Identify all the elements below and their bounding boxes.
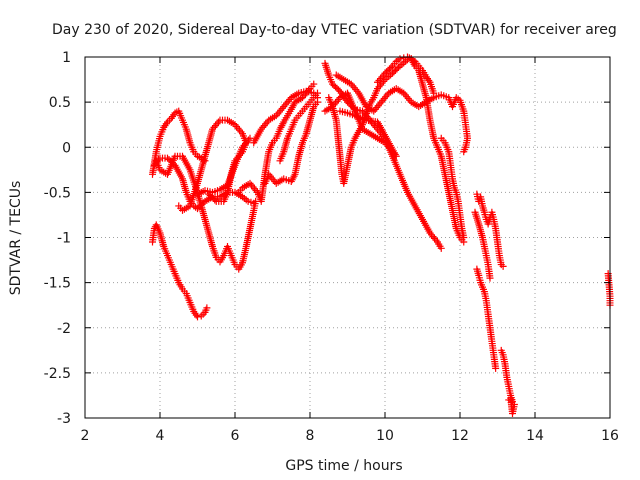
y-tick-label: -1: [57, 231, 71, 247]
data-point-marker: [395, 63, 402, 71]
y-tick-label: -2: [57, 321, 71, 337]
data-point-marker: [499, 262, 507, 270]
data-point-marker: [194, 313, 201, 321]
data-point-marker: [246, 134, 254, 142]
x-tick-label: 10: [376, 428, 394, 444]
data-point-marker: [387, 63, 395, 71]
y-tick-label: -2.5: [44, 366, 71, 382]
y-tick-label: 1: [62, 50, 71, 66]
y-tick-label: -1.5: [44, 276, 71, 292]
data-point-marker: [437, 244, 445, 252]
data-point-marker: [314, 89, 321, 97]
x-tick-label: 2: [81, 428, 90, 444]
data-points: [149, 53, 614, 417]
x-tick-label: 14: [526, 428, 544, 444]
x-tick-label: 16: [601, 428, 619, 444]
x-tick-label: 4: [156, 428, 165, 444]
data-point-marker: [314, 98, 321, 106]
data-point-marker: [460, 234, 468, 241]
data-point-marker: [505, 396, 513, 404]
data-point-marker: [460, 148, 468, 156]
data-point-marker: [203, 304, 211, 312]
data-point-marker: [310, 80, 318, 88]
data-point-marker: [336, 107, 344, 115]
data-point-marker: [492, 364, 500, 372]
x-tick-label: 6: [231, 428, 240, 444]
x-tick-label: 8: [306, 428, 315, 444]
y-tick-label: -3: [57, 411, 71, 427]
y-tick-label: 0.5: [49, 95, 71, 111]
x-axis-label: GPS time / hours: [285, 458, 402, 474]
x-tick-label: 12: [451, 428, 469, 444]
data-point-marker: [430, 89, 438, 97]
y-axis-label: SDTVAR / TECUs: [8, 181, 24, 296]
chart-title: Day 230 of 2020, Sidereal Day-to-day VTE…: [52, 22, 617, 38]
y-tick-label: -0.5: [44, 185, 71, 201]
axes-ticks: 2 4 6 8 10 12 14 16 1 0.5 0 -0.5 -1 -1.5 -2 -2.5 -3: [44, 50, 619, 444]
data-point-marker: [396, 55, 404, 63]
data-point-marker: [486, 274, 494, 282]
y-tick-label: 0: [62, 140, 71, 156]
